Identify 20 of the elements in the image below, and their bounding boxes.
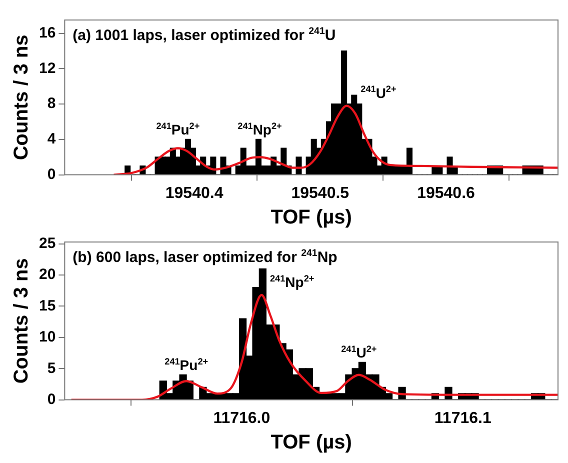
x-axis-title: TOF (µs) (270, 206, 352, 229)
x-tick-label: 11716.0 (213, 410, 270, 427)
y-tick-label: 8 (47, 95, 56, 112)
y-tick-label: 10 (38, 328, 56, 346)
x-tick-label: 19540.4 (165, 184, 224, 202)
y-axis-title: Counts / 3 ns (10, 34, 33, 160)
y-tick-label: 12 (38, 60, 56, 77)
y-tick-label: 5 (47, 360, 56, 377)
y-tick-label: 4 (47, 130, 56, 148)
y-tick-label: 0 (47, 390, 56, 408)
y-tick-label: 15 (38, 297, 56, 314)
y-tick-label: 16 (38, 24, 56, 42)
x-tick-label: 19540.6 (417, 184, 476, 202)
y-tick-label: 0 (47, 166, 56, 183)
y-axis-title: Counts / 3 ns (10, 258, 33, 384)
x-axis-title: TOF (µs) (270, 432, 352, 454)
x-tick-label: 19540.5 (291, 184, 350, 202)
x-tick-label: 11716.1 (434, 410, 492, 427)
y-tick-label: 20 (38, 266, 56, 284)
y-tick-label: 25 (38, 235, 56, 252)
